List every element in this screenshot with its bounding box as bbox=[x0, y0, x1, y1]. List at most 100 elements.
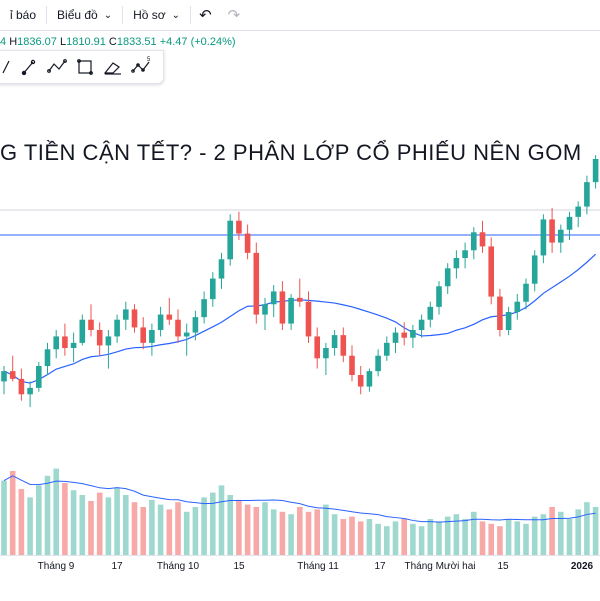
candle-body bbox=[96, 330, 103, 346]
volume-bar bbox=[175, 502, 181, 555]
volume-bar bbox=[384, 526, 390, 555]
volume-bar bbox=[549, 507, 555, 555]
candle-body bbox=[523, 283, 529, 302]
candle-body bbox=[157, 314, 164, 330]
candle-body bbox=[210, 278, 216, 300]
volume-bar bbox=[514, 521, 521, 555]
volume-bar bbox=[149, 499, 155, 555]
candle-body bbox=[340, 335, 347, 356]
candle-body bbox=[505, 312, 512, 330]
charts-menu[interactable]: Biểu đồ ⌄ bbox=[47, 0, 122, 30]
candle-body bbox=[357, 375, 364, 387]
drawing-tools-svg: 5 bbox=[2, 57, 151, 76]
time-axis-label: 17 bbox=[111, 561, 123, 572]
candle-body bbox=[279, 291, 286, 324]
candle-body bbox=[566, 216, 573, 230]
volume-bar bbox=[479, 521, 486, 555]
candle-body bbox=[166, 314, 173, 320]
candle-body bbox=[36, 366, 42, 388]
candle-body bbox=[479, 232, 486, 247]
volume-bar bbox=[314, 509, 320, 555]
candle-body bbox=[531, 255, 538, 284]
candle-body bbox=[471, 232, 477, 251]
overlay-title: G TIỀN CẬN TẾT? - 2 PHÂN LỚP CỔ PHIẾU NÊ… bbox=[0, 140, 582, 165]
price-chart[interactable] bbox=[0, 0, 600, 555]
volume-bar bbox=[331, 514, 338, 555]
volume-bar bbox=[288, 514, 294, 555]
high-value: 1836.07 bbox=[17, 36, 57, 48]
volume-bar bbox=[270, 509, 277, 555]
candle-body bbox=[401, 332, 407, 338]
volume-bar bbox=[575, 509, 581, 555]
volume-bar bbox=[523, 523, 529, 555]
volume-bar bbox=[566, 519, 573, 555]
volume-bar bbox=[558, 511, 564, 555]
volume-bar bbox=[131, 502, 138, 555]
volume-bar bbox=[488, 523, 494, 555]
candle-body bbox=[323, 348, 329, 359]
candle-body bbox=[549, 219, 555, 243]
volume-bar bbox=[114, 487, 120, 555]
volume-bar bbox=[531, 516, 538, 555]
time-axis-label: Tháng 10 bbox=[156, 561, 200, 572]
candle-body bbox=[201, 299, 207, 318]
candle-body bbox=[140, 327, 146, 343]
volume-bar bbox=[427, 519, 434, 555]
profile-menu[interactable]: Hồ sơ ⌄ bbox=[123, 0, 190, 30]
time-axis-label: 17 bbox=[374, 561, 386, 572]
candle-body bbox=[462, 250, 468, 258]
eraser-tool-icon[interactable] bbox=[103, 62, 121, 75]
volume-bar bbox=[349, 516, 355, 555]
volume-bar bbox=[592, 507, 599, 555]
candle-body bbox=[270, 291, 277, 305]
time-axis[interactable]: Tháng 9 17 Tháng 10 15 Tháng 11 17 Tháng Mười … bbox=[0, 555, 600, 601]
alerts-menu[interactable]: ỉ báo bbox=[0, 0, 46, 30]
volume-bar bbox=[44, 475, 51, 555]
volume-bar bbox=[36, 485, 42, 555]
brush-tool-icon[interactable] bbox=[21, 59, 36, 76]
redo-icon[interactable]: ↷ bbox=[227, 7, 241, 24]
candle-body bbox=[349, 355, 355, 375]
volume-bar bbox=[18, 489, 25, 555]
rectangle-tool-icon[interactable] bbox=[77, 59, 93, 75]
candle-body bbox=[592, 159, 599, 183]
volume-bar bbox=[366, 519, 373, 555]
volume-bar bbox=[27, 497, 33, 555]
candle-body bbox=[384, 342, 390, 356]
top-toolbar: ỉ báo Biểu đồ ⌄ Hồ sơ ⌄ ↶ ↷ bbox=[0, 0, 600, 31]
time-axis-label: 15 bbox=[233, 561, 245, 572]
candle-body bbox=[105, 336, 112, 346]
volume-bar bbox=[375, 523, 381, 555]
volume-bar bbox=[79, 495, 86, 555]
volume-ma-line bbox=[3, 475, 596, 523]
close-value: 1833.51 bbox=[116, 36, 157, 48]
volume-bar bbox=[392, 521, 399, 555]
line-tool-icon[interactable] bbox=[2, 60, 10, 74]
high-key: H bbox=[9, 36, 18, 48]
candle-body bbox=[314, 336, 320, 359]
candle-body bbox=[62, 336, 68, 348]
candle-body bbox=[131, 309, 138, 328]
pattern-tool-icon[interactable]: 5 bbox=[131, 57, 151, 73]
volume-bar bbox=[218, 485, 225, 555]
alerts-label: ỉ báo bbox=[10, 8, 37, 22]
candle-body bbox=[305, 301, 312, 337]
profile-label: Hồ sơ bbox=[133, 8, 166, 22]
undo-icon[interactable]: ↶ bbox=[199, 7, 212, 24]
candle-body bbox=[410, 330, 416, 338]
volume-bar bbox=[410, 523, 416, 555]
volume-bar bbox=[262, 502, 268, 555]
candle-body bbox=[444, 268, 451, 287]
volume-bar bbox=[105, 497, 112, 555]
candle-body bbox=[418, 319, 425, 330]
volume-bar bbox=[210, 492, 216, 555]
path-tool-icon[interactable] bbox=[47, 59, 67, 73]
candle-body bbox=[88, 319, 94, 330]
volume-bar bbox=[418, 526, 425, 555]
change-value: +4.47 (+0.24%) bbox=[159, 36, 236, 48]
volume-bar bbox=[305, 511, 312, 555]
candle-body bbox=[584, 182, 590, 207]
candle-body bbox=[79, 319, 86, 343]
volume-bar bbox=[297, 507, 303, 555]
volume-bar bbox=[88, 501, 94, 555]
